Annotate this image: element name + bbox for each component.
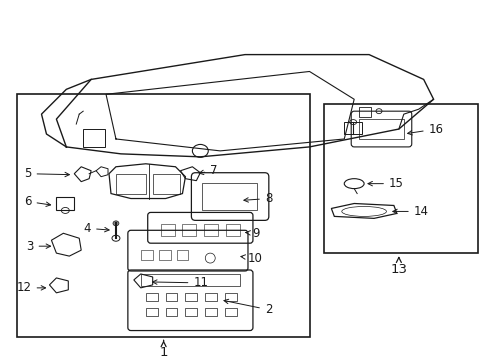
Text: 5: 5: [24, 167, 69, 180]
Bar: [225, 224, 240, 236]
Text: 7: 7: [199, 164, 217, 177]
Bar: [176, 250, 188, 260]
Text: 2: 2: [224, 299, 272, 316]
Bar: [182, 224, 196, 236]
Bar: [17, 94, 309, 337]
Text: 3: 3: [26, 240, 50, 253]
Text: 13: 13: [389, 257, 407, 276]
Bar: [160, 224, 174, 236]
Bar: [224, 293, 237, 301]
Bar: [204, 224, 218, 236]
Bar: [324, 104, 477, 253]
Ellipse shape: [113, 221, 119, 226]
Text: 16: 16: [407, 122, 443, 136]
Bar: [145, 308, 157, 316]
Bar: [158, 250, 170, 260]
Bar: [185, 308, 197, 316]
Text: 11: 11: [152, 276, 208, 289]
Bar: [165, 308, 177, 316]
Bar: [141, 274, 240, 286]
Text: 6: 6: [24, 195, 50, 208]
Bar: [202, 183, 256, 211]
Bar: [358, 119, 403, 139]
Text: 12: 12: [17, 282, 45, 294]
Bar: [344, 122, 362, 134]
Text: 14: 14: [392, 205, 428, 218]
Bar: [165, 293, 177, 301]
Text: 9: 9: [245, 227, 259, 240]
Bar: [56, 197, 74, 211]
Text: 4: 4: [83, 222, 109, 235]
Bar: [152, 174, 180, 194]
Bar: [205, 293, 217, 301]
Bar: [83, 129, 105, 147]
Bar: [224, 308, 237, 316]
Bar: [358, 107, 370, 117]
Bar: [116, 174, 145, 194]
Bar: [205, 308, 217, 316]
Text: 1: 1: [159, 340, 167, 359]
Bar: [145, 293, 157, 301]
Bar: [185, 293, 197, 301]
Text: 10: 10: [241, 252, 263, 265]
Text: 8: 8: [244, 192, 272, 205]
Bar: [141, 250, 152, 260]
Text: 15: 15: [367, 177, 403, 190]
